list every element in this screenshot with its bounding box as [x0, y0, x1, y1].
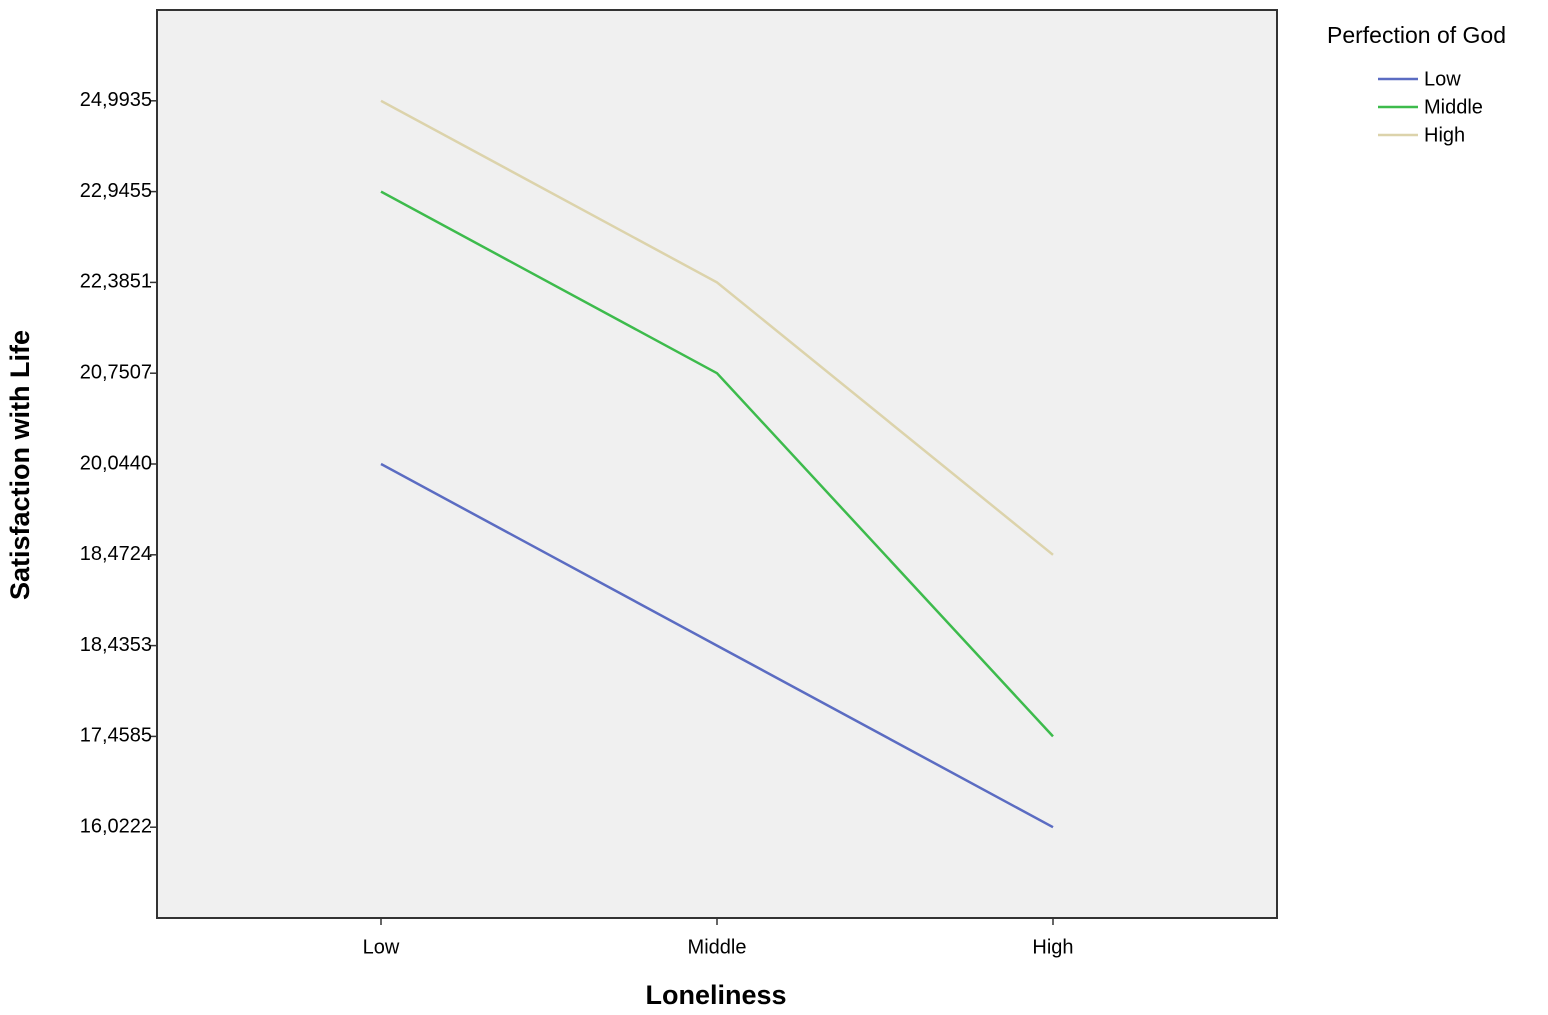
x-axis-title: Loneliness: [645, 980, 786, 1010]
legend-label: Middle: [1424, 96, 1483, 118]
y-tick-label: 22,3851: [80, 271, 152, 293]
plot-area: [156, 9, 1278, 919]
y-tick-label: 17,4585: [80, 725, 152, 747]
y-tick-label: 24,9935: [80, 89, 152, 111]
y-tick-label: 18,4353: [80, 634, 152, 656]
y-tick-label: 18,4724: [80, 543, 152, 565]
y-tick-label: 20,7507: [80, 361, 152, 383]
series-line: [380, 462, 1054, 829]
series-line: [380, 99, 1054, 556]
y-tick-label: 16,0222: [80, 815, 152, 837]
x-tick-label: Middle: [688, 936, 747, 958]
y-tick-label: 22,9455: [80, 180, 152, 202]
legend-label: Low: [1424, 68, 1461, 90]
series-line: [380, 190, 1054, 738]
y-tick-label: 20,0440: [80, 452, 152, 474]
x-tick-label: Low: [363, 936, 400, 958]
y-axis-title: Satisfaction with Life: [5, 330, 35, 600]
legend-label: High: [1424, 124, 1465, 146]
legend-title: Perfection of God: [1327, 22, 1506, 48]
x-tick-label: High: [1032, 936, 1073, 958]
